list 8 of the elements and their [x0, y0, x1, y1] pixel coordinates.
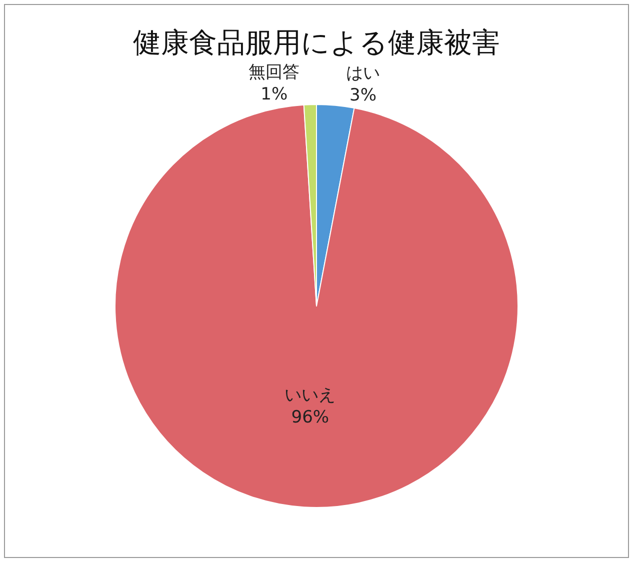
slice-label: はい: [346, 63, 380, 84]
data-label: 3%: [349, 86, 376, 106]
chart-title: 健康食品服用による健康被害: [133, 26, 500, 60]
pie-slice: [114, 104, 518, 508]
data-label: 96%: [291, 408, 330, 428]
slice-label: 無回答: [248, 62, 300, 83]
data-label: 1%: [260, 84, 288, 105]
slice-label: いいえ: [284, 386, 336, 406]
